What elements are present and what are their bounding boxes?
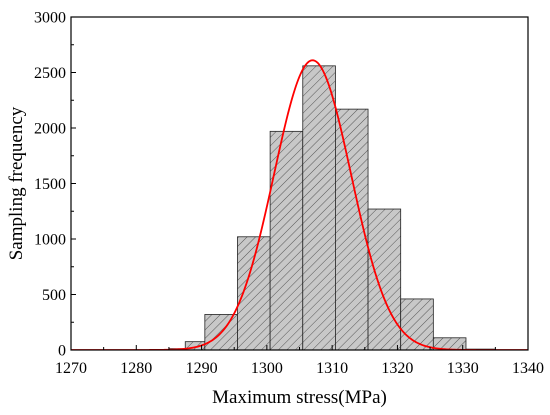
bars-layer	[152, 65, 496, 351]
y-tick-label-3: 1500	[34, 176, 66, 193]
y-tick-label-0: 0	[58, 343, 66, 360]
x-tick-label-1: 1280	[120, 360, 152, 377]
y-axis-title: Sampling frequency	[6, 106, 27, 260]
x-tick-label-3: 1300	[251, 360, 283, 377]
histogram-bar-5	[269, 130, 304, 351]
x-tick-label-4: 1310	[316, 360, 348, 377]
x-tick-label-5: 1320	[381, 360, 413, 377]
y-tick-label-1: 500	[42, 287, 66, 304]
y-tick-label-5: 2500	[34, 65, 66, 82]
x-tick-label-2: 1290	[186, 360, 218, 377]
x-axis-title: Maximum stress(MPa)	[212, 387, 387, 408]
y-tick-label-4: 2000	[34, 121, 66, 138]
histogram-bar-7	[335, 108, 369, 351]
x-tick-label-7: 1340	[512, 360, 544, 377]
histogram-bar-6	[302, 65, 336, 351]
histogram-bar-9	[400, 298, 434, 351]
x-tick-label-0: 1270	[55, 360, 87, 377]
y-tick-label-2: 1000	[34, 232, 66, 249]
histogram-bar-8	[367, 208, 402, 351]
y-tick-label-6: 3000	[34, 10, 66, 27]
ticks-layer: 1270 1280 1290 1300 1310 1320 1330 1340 0 500 1000…	[34, 10, 544, 378]
x-tick-label-6: 1330	[447, 360, 479, 377]
